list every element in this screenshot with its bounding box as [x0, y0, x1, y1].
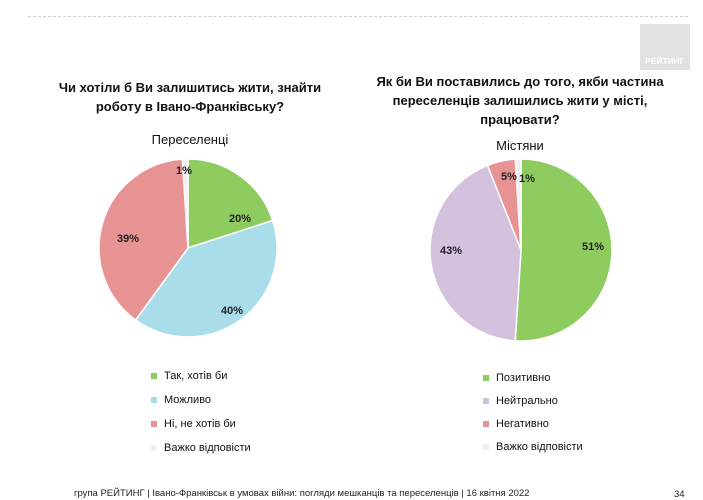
legend-swatch [483, 421, 489, 427]
pie-slice-1 [514, 158, 613, 342]
chart-1-legend: Так, хотів би Можливо Ні, не хотів би Важко… [151, 370, 311, 460]
data-label-3: 39% [117, 233, 139, 245]
legend-item-1: Так, хотів би [151, 370, 227, 382]
pie-chart-1: 20% 40% 39% 1% [98, 158, 278, 338]
chart-2-subtitle: Містяни [496, 138, 544, 153]
legend-item-4: Важко відповісти [483, 441, 583, 453]
legend-item-3: Ні, не хотів би [151, 418, 236, 430]
legend-label: Нейтрально [496, 395, 558, 407]
pie-slice-1 [187, 158, 274, 250]
top-divider [28, 16, 688, 17]
pie-slice-4 [514, 158, 522, 251]
legend-label: Так, хотів би [164, 370, 228, 382]
page-number: 34 [674, 489, 685, 500]
data-label-3: 5% [501, 171, 517, 183]
pie-slice-4 [181, 158, 189, 249]
chart-1-title: Чи хотіли б Ви залишитись жити, знайти р… [58, 80, 322, 114]
legend-swatch [151, 445, 157, 451]
pie-slice-2 [134, 219, 278, 338]
chart-2-title: Як би Ви поставились до того, якби части… [376, 74, 664, 127]
legend-item-2: Можливо [151, 394, 211, 406]
legend-swatch [151, 421, 157, 427]
legend-swatch [483, 444, 489, 450]
brand-logo: РЕЙТИНГ [640, 24, 690, 70]
legend-item-4: Важко відповісти [151, 442, 251, 454]
chart-1-subtitle: Переселенці [151, 132, 229, 147]
legend-swatch [151, 373, 157, 379]
data-label-1: 51% [582, 241, 604, 253]
legend-swatch [483, 398, 489, 404]
chart-2-legend: Позитивно Нейтрально Негативно Важко відпов… [483, 372, 643, 462]
pie-slice-2 [429, 164, 522, 342]
legend-swatch [483, 375, 489, 381]
data-label-2: 43% [440, 245, 462, 257]
pie-slice-3 [98, 158, 189, 322]
legend-label: Важко відповісти [164, 442, 251, 454]
data-label-2: 40% [221, 305, 243, 317]
data-label-4: 1% [519, 173, 535, 185]
pie-chart-2: 51% 43% 5% 1% [429, 158, 613, 342]
data-label-4: 1% [176, 165, 192, 177]
legend-label: Негативно [496, 418, 549, 430]
legend-item-3: Негативно [483, 418, 549, 430]
legend-label: Важко відповісти [496, 441, 583, 453]
legend-label: Можливо [164, 394, 212, 406]
footer-text: група РЕЙТИНГ | Івано-Франківськ в умова… [74, 488, 530, 499]
legend-swatch [151, 397, 157, 403]
legend-label: Ні, не хотів би [164, 418, 236, 430]
legend-item-1: Позитивно [483, 372, 550, 384]
legend-item-2: Нейтрально [483, 395, 558, 407]
legend-label: Позитивно [496, 372, 551, 384]
data-label-1: 20% [229, 213, 251, 225]
